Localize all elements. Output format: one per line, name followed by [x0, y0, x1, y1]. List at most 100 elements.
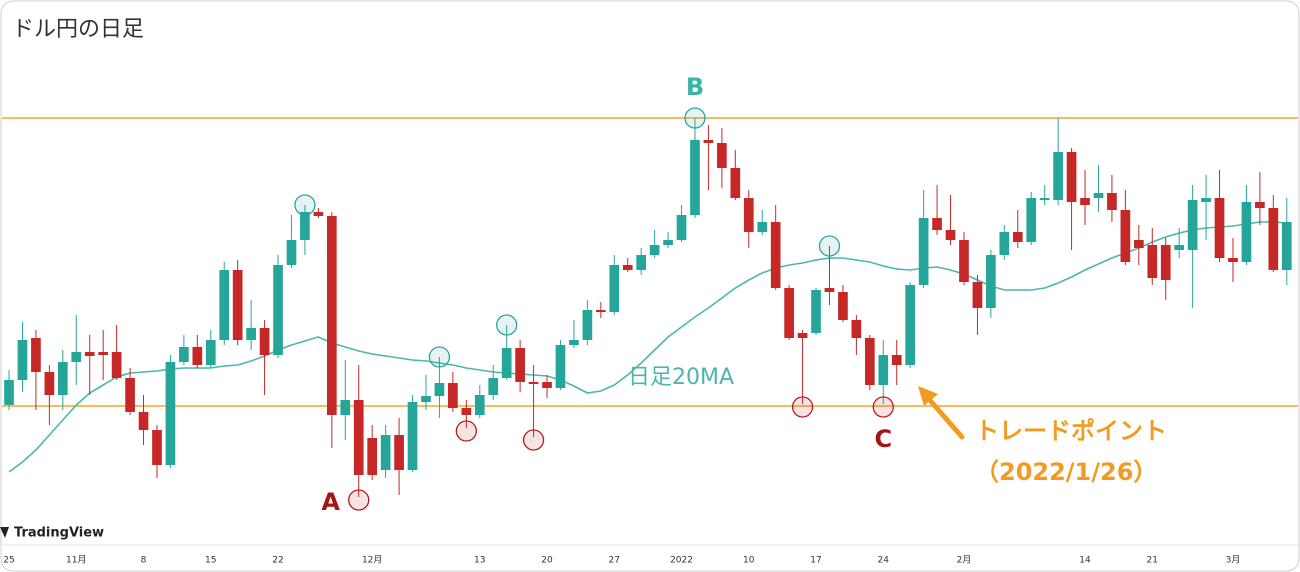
- candle-body: [1039, 198, 1050, 200]
- candle-body: [205, 340, 216, 365]
- point-label: B: [686, 73, 704, 101]
- candle-body: [770, 222, 781, 288]
- candle-body: [165, 362, 176, 465]
- candle-body: [1201, 198, 1211, 202]
- x-tick-label: 3月: [1226, 555, 1241, 566]
- candle-body: [797, 333, 808, 338]
- x-tick-label: 24: [878, 556, 890, 566]
- candle-body: [353, 400, 364, 475]
- candle-body: [111, 352, 122, 378]
- candle-body: [582, 310, 593, 340]
- ma-line: [8, 221, 1287, 473]
- x-tick-label: 10: [743, 556, 755, 566]
- candle-body: [1133, 240, 1144, 248]
- candle-body: [1255, 202, 1265, 208]
- x-tick-label: 12月: [362, 555, 382, 566]
- candle-body: [891, 355, 902, 365]
- candle-body: [1093, 193, 1104, 198]
- candle-body: [1066, 152, 1077, 202]
- candle-body: [57, 362, 68, 395]
- candle-body: [1107, 193, 1117, 210]
- candle-body: [1080, 198, 1090, 205]
- candle-body: [972, 282, 983, 308]
- candle-body: [286, 240, 297, 265]
- highlight-circle: [522, 429, 545, 451]
- candle-body: [179, 347, 189, 362]
- candle-body: [851, 320, 862, 338]
- candle-body: [986, 255, 996, 308]
- candle-body: [690, 140, 700, 215]
- annotation-arrowhead: [918, 386, 938, 406]
- candle-body: [1053, 152, 1063, 200]
- plot-area: 25 11月 8 15 22 12月 13 20 27 2022 10 17 24 2月 14 21 3月 日足2…: [2, 73, 1298, 566]
- candle-body: [528, 382, 539, 384]
- annotation-date: （2022/1/26）: [975, 458, 1157, 486]
- candle-body: [340, 400, 351, 415]
- candle-body: [461, 408, 472, 415]
- candle-body: [959, 240, 969, 282]
- x-tick-label: 14: [1079, 556, 1091, 566]
- candle-body: [878, 355, 889, 385]
- ma-label: 日足20MA: [628, 365, 734, 390]
- candle-body: [1026, 198, 1037, 242]
- candle-body: [1214, 198, 1225, 258]
- candle-body: [367, 438, 378, 475]
- candle-body: [595, 310, 606, 312]
- x-tick-label: 13: [474, 556, 485, 566]
- x-tick-label: 2月: [957, 555, 972, 566]
- candle-body: [676, 215, 687, 240]
- candle-body: [407, 402, 418, 470]
- x-tick-label: 22: [272, 556, 283, 566]
- candle-body: [515, 348, 525, 382]
- highlight-circle: [872, 396, 894, 418]
- x-tick-label: 20: [541, 556, 553, 566]
- highlight-circle: [791, 396, 814, 418]
- candle-body: [394, 435, 404, 470]
- highlight-circle: [428, 346, 451, 368]
- x-tick-label: 25: [3, 556, 14, 566]
- candle-body: [945, 230, 956, 240]
- candle-body: [192, 347, 203, 365]
- x-tick-label: 2022: [670, 556, 693, 566]
- candle-body: [421, 396, 431, 402]
- candle-body: [757, 222, 768, 232]
- candle-body: [1174, 245, 1185, 250]
- candle-body: [905, 285, 916, 365]
- highlight-circle: [455, 420, 477, 442]
- x-tick-label: 8: [141, 556, 147, 566]
- candle-body: [98, 352, 109, 355]
- candle-body: [1160, 245, 1171, 280]
- candle-body: [44, 372, 55, 395]
- x-tick-label: 15: [205, 556, 216, 566]
- candle-body: [219, 270, 230, 340]
- candle-body: [663, 240, 673, 245]
- candle-body: [743, 198, 754, 232]
- candle-body: [622, 265, 633, 270]
- candle-body: [474, 395, 485, 415]
- annotation-arrow: [925, 395, 965, 440]
- candle-body: [501, 348, 512, 378]
- candle-body: [609, 265, 620, 312]
- candle-body: [380, 435, 391, 470]
- candle-body: [1228, 258, 1238, 262]
- logo-icon: [0, 527, 9, 538]
- watermark: TradingView: [14, 526, 104, 541]
- candle-body: [434, 383, 445, 396]
- candle-body: [84, 352, 95, 356]
- x-tick-label: 17: [810, 556, 821, 566]
- candle-body: [918, 218, 929, 285]
- candle-body: [273, 265, 283, 355]
- candle-body: [1147, 245, 1158, 278]
- candle-body: [1268, 208, 1279, 270]
- x-tick-label: 21: [1147, 556, 1158, 566]
- candle-body: [313, 212, 324, 216]
- candle-body: [999, 232, 1010, 255]
- highlight-circle: [818, 235, 841, 257]
- x-tick-label: 27: [609, 556, 620, 566]
- candle-body: [932, 218, 942, 230]
- candle-body: [1012, 232, 1023, 242]
- highlight-circle: [348, 489, 370, 511]
- chart-title: ドル円の日足: [12, 17, 144, 42]
